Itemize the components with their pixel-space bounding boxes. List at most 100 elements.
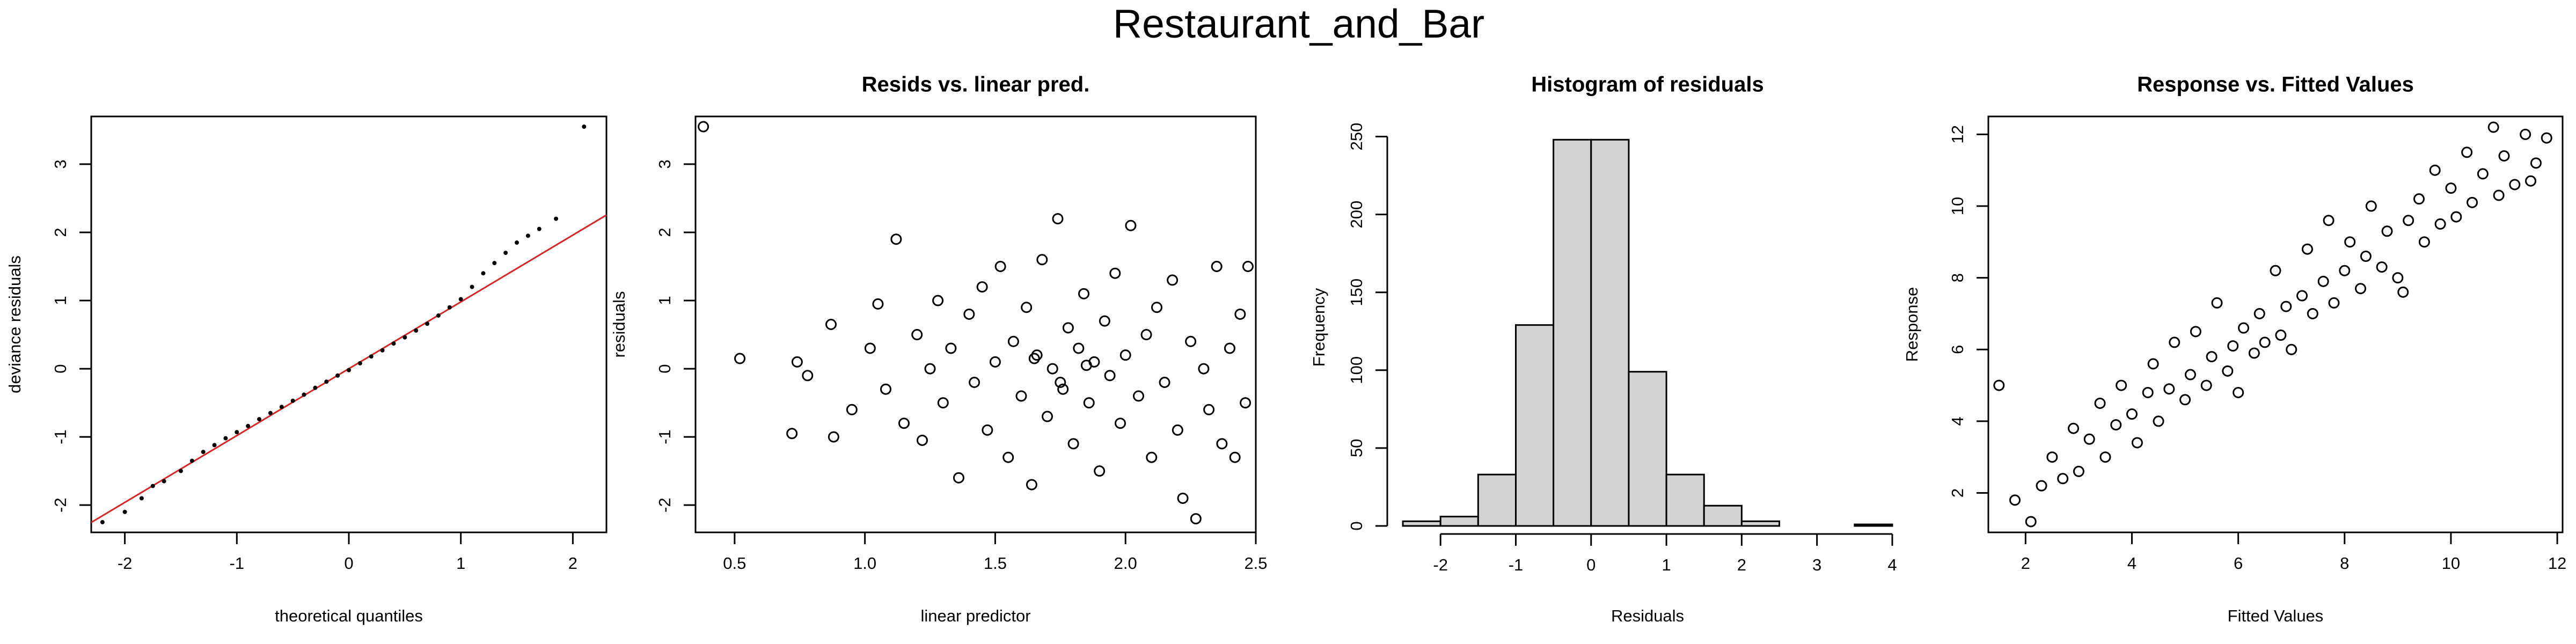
point	[357, 361, 362, 365]
point	[2498, 150, 2510, 162]
bar	[1590, 138, 1630, 527]
point	[2450, 211, 2462, 223]
point	[178, 469, 183, 473]
point	[2248, 347, 2260, 359]
point	[937, 397, 949, 409]
point	[2200, 379, 2212, 391]
point	[1073, 342, 1085, 354]
point	[2360, 251, 2372, 262]
x-tick-label: 0	[344, 554, 353, 573]
point	[1028, 353, 1040, 364]
point	[1021, 302, 1033, 313]
point	[976, 281, 988, 293]
point	[2418, 236, 2430, 248]
point	[335, 373, 340, 378]
point	[1159, 376, 1170, 388]
point	[2520, 128, 2531, 140]
bar	[1477, 473, 1517, 527]
point	[1216, 438, 1228, 450]
point	[2147, 358, 2159, 370]
point	[2179, 394, 2191, 406]
point	[1190, 513, 1202, 525]
bar	[1703, 504, 1743, 527]
point	[2445, 182, 2457, 194]
y-tick-label: 50	[1347, 439, 1366, 457]
x-tick-label: 2.0	[1114, 554, 1137, 573]
point	[268, 411, 273, 415]
y-tick-label: 0	[1347, 521, 1366, 530]
x-tick-label: 10	[2442, 554, 2460, 573]
point	[1211, 261, 1223, 273]
y-tick-label: 4	[1948, 416, 1967, 426]
point	[2493, 189, 2505, 201]
point	[2083, 433, 2095, 445]
y-tick-label: 150	[1347, 279, 1366, 306]
point	[2403, 215, 2414, 226]
point	[122, 509, 127, 514]
point	[1185, 335, 1197, 347]
y-tick-label: 1	[655, 296, 674, 305]
point	[1046, 363, 1058, 375]
point	[2057, 473, 2069, 485]
point	[2280, 301, 2292, 312]
point	[1015, 390, 1027, 402]
y-tick-label: 6	[1948, 345, 1967, 354]
point	[100, 519, 105, 524]
point	[402, 335, 407, 340]
point	[2068, 422, 2080, 434]
x-tick-label: -1	[230, 554, 245, 573]
point	[2259, 336, 2271, 348]
panel-title: Response vs. Fitted Values	[2137, 73, 2414, 97]
point	[391, 341, 396, 346]
x-tick-label: 2	[568, 554, 577, 573]
x-axis-label: linear predictor	[920, 606, 1030, 625]
point	[257, 417, 262, 422]
point	[279, 405, 284, 409]
x-tick-label: 6	[2234, 554, 2243, 573]
point	[2253, 308, 2265, 319]
point	[2525, 175, 2537, 187]
plot-box	[1987, 115, 2564, 533]
point	[802, 370, 814, 382]
point	[1042, 411, 1053, 422]
point	[932, 295, 944, 306]
point	[525, 233, 530, 238]
point	[698, 121, 709, 133]
point	[2328, 297, 2340, 309]
point	[963, 308, 975, 320]
point	[2275, 330, 2287, 341]
point	[2365, 200, 2377, 212]
point	[1007, 335, 1019, 347]
y-tick-label: 2	[51, 228, 70, 237]
point	[2270, 265, 2281, 276]
point	[2381, 225, 2393, 237]
y-axis-label: residuals	[610, 291, 628, 357]
point	[898, 418, 910, 429]
x-tick-label: -1	[1509, 555, 1524, 574]
point	[380, 348, 385, 353]
y-tick-label: 1	[51, 296, 70, 305]
point	[1198, 363, 1210, 375]
point	[791, 356, 803, 368]
point	[2434, 218, 2446, 230]
y-tick-label: 3	[655, 159, 674, 169]
x-tick-label: 1.5	[984, 554, 1007, 573]
point	[916, 434, 928, 446]
point	[2163, 383, 2175, 395]
plot-box	[694, 115, 1257, 533]
point	[2238, 322, 2250, 334]
point	[2530, 157, 2542, 169]
x-axis-label: Residuals	[1611, 606, 1684, 625]
x-axis-label: Fitted Values	[2228, 606, 2324, 625]
bar	[1854, 523, 1893, 527]
x-tick-label: -2	[118, 554, 133, 573]
point	[150, 484, 155, 488]
point	[481, 271, 486, 276]
panel-title: Histogram of residuals	[1531, 73, 1763, 97]
y-tick-label: -2	[51, 497, 70, 513]
point	[1114, 418, 1126, 429]
y-tick-label: 10	[1948, 197, 1967, 215]
y-tick-label: 0	[655, 364, 674, 373]
y-tick-label: 8	[1948, 273, 1967, 282]
